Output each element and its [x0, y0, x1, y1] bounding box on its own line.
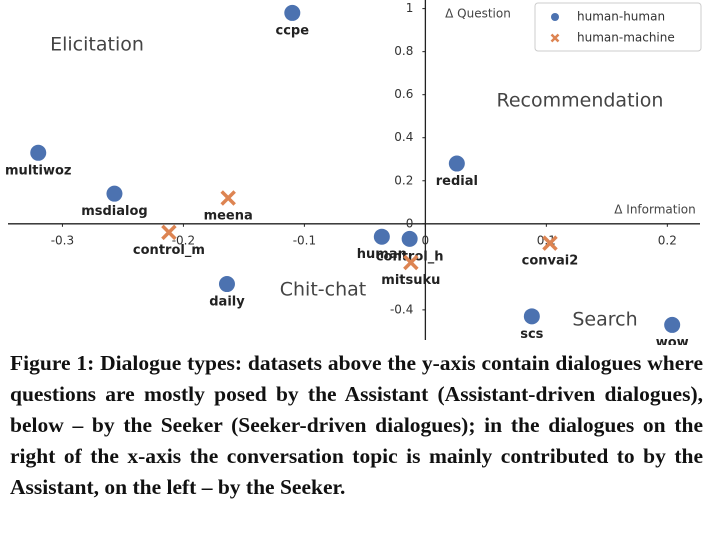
y-tick-label: 0 [406, 216, 414, 230]
point [218, 276, 235, 293]
legend-label: human-machine [577, 31, 675, 45]
y-tick-label: 0.6 [394, 87, 413, 101]
legend-box [534, 2, 702, 52]
x-tick-label: 0 [422, 233, 430, 247]
point [30, 144, 47, 161]
caption: Figure 1: Dialogue types: datasets above… [10, 351, 703, 499]
annotation: Search [572, 309, 637, 331]
point [664, 316, 681, 333]
y-tick-label: 1 [406, 1, 414, 15]
annotation: Elicitation [50, 34, 144, 56]
point-label: redial [436, 174, 478, 189]
point [284, 4, 301, 21]
legend-marker [551, 13, 559, 21]
y-tick-label: -0.4 [390, 302, 413, 316]
annotation: Δ Question [445, 7, 511, 21]
point [523, 308, 540, 325]
legend-label: human-human [577, 10, 665, 24]
point-label: daily [209, 295, 245, 310]
x-tick-label: -0.3 [51, 233, 74, 247]
point [401, 230, 418, 247]
point [220, 190, 236, 206]
x-tick-label: 0.2 [658, 233, 677, 247]
point [542, 235, 558, 251]
point-label: control_h [376, 249, 444, 264]
chart: -0.3 -0.2 -0.1 0 0.1 0.2-0.400.20.40.60.81Eli… [5, 0, 702, 345]
point-label: scs [520, 327, 543, 342]
point [161, 224, 177, 241]
point-label: convai2 [522, 254, 579, 269]
point-label: meena [204, 208, 253, 223]
annotation: Δ Information [614, 203, 696, 217]
point [106, 185, 123, 202]
point-label: multiwoz [5, 163, 71, 178]
annotation: Chit-chat [280, 279, 366, 301]
point-label: ccpe [276, 23, 310, 38]
point [373, 228, 390, 245]
x-tick-label: -0.2 [172, 233, 195, 247]
x-tick-label: -0.1 [293, 233, 316, 247]
point-label: mitsuku [381, 273, 440, 288]
point-label: msdialog [81, 204, 148, 219]
point-label: human [357, 247, 407, 262]
point-label: control_m [133, 243, 205, 258]
point [448, 155, 465, 172]
y-tick-label: 0.2 [394, 173, 413, 187]
point [403, 254, 419, 271]
point-label: wow [656, 335, 689, 345]
y-tick-label: 0.8 [394, 44, 413, 58]
legend-marker [550, 33, 560, 43]
y-tick-label: 0.4 [394, 130, 413, 144]
annotation: Recommendation [497, 90, 664, 112]
